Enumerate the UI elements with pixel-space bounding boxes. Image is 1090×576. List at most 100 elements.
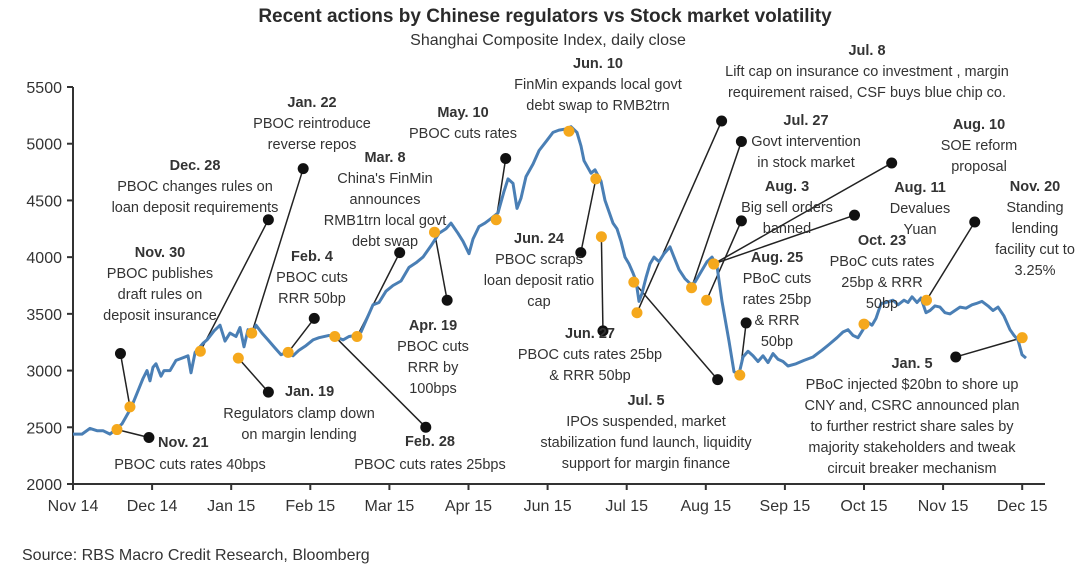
annotation: Aug. 3 Big sell orders banned: [741, 179, 833, 237]
annotation-anchor-dot: [308, 312, 320, 324]
annotation-text: PBOC changes rules on: [117, 179, 273, 195]
annotation-connector: [119, 353, 131, 408]
x-tick-label: Feb 15: [285, 498, 335, 515]
annotation-connector: [287, 317, 315, 353]
annotation: Jan. 22 PBOC reintroduce reverse repos: [253, 95, 371, 153]
annotation-date: Jan. 19: [285, 384, 334, 400]
y-axis-ticks: 2000 2500 3000 3500 4000 4500 5000 5500: [26, 80, 73, 494]
annotation-text: PBOC cuts rates: [409, 126, 517, 142]
event-marker: [246, 327, 258, 339]
annotation-date: Feb. 28: [405, 434, 455, 450]
annotation-text: announces: [350, 192, 421, 208]
annotation: Nov. 20 Standing lending facility cut to 3.2…: [995, 179, 1075, 279]
annotation-text: & RRR: [754, 313, 799, 329]
annotation-text: circuit breaker mechanism: [827, 461, 996, 477]
annotation-text: in stock market: [757, 155, 855, 171]
annotation-date: Oct. 23: [858, 233, 906, 249]
annotation-text: PBOC cuts: [397, 339, 469, 355]
event-marker: [686, 282, 698, 294]
annotation-connector: [925, 221, 976, 301]
annotation-text: Big sell orders: [741, 200, 833, 216]
annotation: Dec. 28 PBOC changes rules on loan deposit…: [112, 158, 279, 216]
annotation: Aug. 10 SOE reform proposal: [941, 117, 1018, 175]
annotation-text: FinMin expands local govt: [514, 77, 682, 93]
annotation-text: reverse repos: [268, 137, 357, 153]
annotation-anchor-dot: [969, 216, 981, 228]
axes: [72, 87, 1045, 485]
annotation-text: RMB1trn local govt: [324, 213, 447, 229]
annotation-text: PBOC cuts: [276, 270, 348, 286]
annotation-anchor-dot: [735, 215, 747, 227]
y-tick-label: 4500: [26, 193, 62, 210]
event-marker: [590, 173, 602, 185]
annotations: Nov. 21 PBOC cuts rates 40bps Nov. 30 PBOC …: [103, 43, 1075, 477]
y-tick-label: 5000: [26, 137, 62, 154]
annotation-anchor-dot: [950, 351, 962, 363]
event-marker: [595, 231, 607, 243]
annotation: Jul. 5 IPOs suspended, market stabilizatio…: [540, 393, 752, 472]
event-marker: [1016, 332, 1028, 344]
annotation-date: Nov. 20: [1010, 179, 1061, 195]
series-line-shanghai-composite: [73, 125, 1027, 436]
annotation-text: SOE reform: [941, 138, 1018, 154]
annotation: May. 10 PBOC cuts rates: [409, 105, 517, 142]
annotation-date: Jul. 8: [848, 43, 885, 59]
annotation-text: stabilization fund launch, liquidity: [540, 435, 752, 451]
x-tick-label: Dec 15: [997, 498, 1048, 515]
annotation: Mar. 8 China's FinMin announces RMB1trn loc…: [324, 150, 447, 250]
annotation-connector: [237, 357, 269, 393]
event-marker: [920, 294, 932, 306]
x-tick-label: Dec 14: [127, 498, 178, 515]
event-marker: [351, 331, 363, 343]
annotation-text: cap: [527, 294, 550, 310]
annotation-anchor-dot: [849, 209, 861, 221]
annotation-text: PBoC cuts: [743, 271, 812, 287]
annotation-connector: [251, 168, 304, 334]
annotation-date: Dec. 28: [170, 158, 221, 174]
annotation-anchor-dot: [712, 374, 724, 386]
annotation-text: PBoC injected $20bn to shore up: [806, 377, 1019, 393]
annotation-text: loan deposit requirements: [112, 200, 279, 216]
y-tick-label: 2500: [26, 420, 62, 437]
annotation-anchor-dot: [394, 247, 406, 259]
annotation: Jun. 10 FinMin expands local govt debt swa…: [514, 56, 682, 114]
annotation: Jun. 27 PBOC cuts rates 25bp & RRR 50bp: [518, 326, 662, 384]
annotation-date: Nov. 21: [158, 435, 209, 451]
annotation-anchor-dot: [143, 431, 155, 443]
annotation-text: Devalues: [890, 201, 950, 217]
annotation-text: 100bps: [409, 381, 457, 397]
annotation-anchor-dot: [114, 348, 126, 360]
x-tick-label: Jun 15: [524, 498, 572, 515]
annotation-date: Jan. 22: [287, 95, 336, 111]
annotation-text: rates 25bp: [743, 292, 812, 308]
annotation-text: IPOs suspended, market: [566, 414, 726, 430]
annotation-anchor-dot: [575, 247, 587, 259]
annotation-connector: [433, 232, 448, 301]
y-tick-label: 4000: [26, 250, 62, 267]
annotation-date: Feb. 4: [291, 249, 333, 265]
annotation-date: Jul. 27: [783, 113, 828, 129]
annotation-text: loan deposit ratio: [484, 273, 594, 289]
annotation-text: debt swap: [352, 234, 418, 250]
x-tick-label: Jan 15: [207, 498, 255, 515]
annotation-text: Yuan: [903, 222, 936, 238]
event-marker: [111, 424, 123, 436]
annotation-date: Aug. 25: [751, 250, 803, 266]
annotation: Apr. 19 PBOC cuts RRR by 100bps: [397, 318, 469, 397]
event-marker: [282, 346, 294, 358]
y-tick-label: 3000: [26, 364, 62, 381]
annotation-date: Aug. 10: [953, 117, 1005, 133]
annotation-text: lending: [1012, 221, 1059, 237]
annotation-date: May. 10: [437, 105, 488, 121]
annotation: Jul. 8 Lift cap on insurance co investmen…: [725, 43, 1009, 101]
annotation: Nov. 30 PBOC publishes draft rules on depos…: [103, 245, 217, 324]
annotation-anchor-dot: [886, 157, 898, 169]
annotation-text: 3.25%: [1014, 263, 1055, 279]
annotation-text: Govt intervention: [751, 134, 861, 150]
x-tick-label: Aug 15: [680, 498, 731, 515]
event-marker: [232, 352, 244, 364]
annotation-connector: [713, 214, 855, 265]
annotation-connector: [690, 141, 743, 289]
annotation-anchor-dot: [735, 135, 747, 147]
